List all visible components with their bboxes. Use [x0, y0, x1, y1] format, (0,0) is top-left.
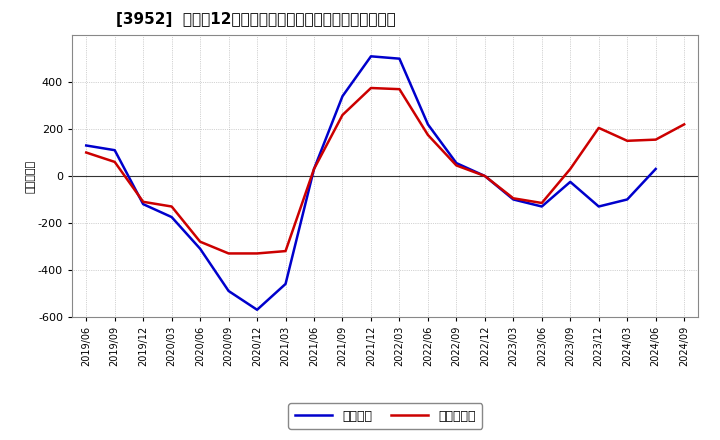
当期純利益	[338, 112, 347, 117]
当期純利益	[139, 199, 148, 205]
経常利益	[310, 166, 318, 172]
経常利益	[509, 197, 518, 202]
経常利益	[395, 56, 404, 61]
経常利益	[452, 161, 461, 166]
経常利益	[366, 54, 375, 59]
経常利益	[566, 179, 575, 184]
当期純利益	[110, 159, 119, 165]
当期純利益	[395, 87, 404, 92]
当期純利益	[253, 251, 261, 256]
Line: 当期純利益: 当期純利益	[86, 88, 684, 253]
当期純利益	[196, 239, 204, 244]
当期純利益	[225, 251, 233, 256]
経常利益	[139, 202, 148, 207]
当期純利益	[167, 204, 176, 209]
当期純利益	[310, 166, 318, 172]
当期純利益	[452, 163, 461, 168]
当期純利益	[423, 132, 432, 138]
Y-axis label: （百万円）: （百万円）	[25, 159, 35, 193]
当期純利益	[282, 249, 290, 254]
当期純利益	[509, 196, 518, 201]
経常利益	[82, 143, 91, 148]
当期純利益	[652, 137, 660, 142]
当期純利益	[566, 166, 575, 172]
経常利益	[225, 288, 233, 293]
経常利益	[595, 204, 603, 209]
当期純利益	[366, 85, 375, 91]
経常利益	[338, 94, 347, 99]
経常利益	[196, 246, 204, 251]
経常利益	[537, 204, 546, 209]
経常利益	[423, 122, 432, 127]
当期純利益	[537, 200, 546, 205]
経常利益	[167, 214, 176, 220]
Line: 経常利益: 経常利益	[86, 56, 656, 310]
Legend: 経常利益, 当期純利益: 経常利益, 当期純利益	[288, 403, 482, 429]
経常利益	[253, 307, 261, 312]
当期純利益	[623, 138, 631, 143]
経常利益	[623, 197, 631, 202]
当期純利益	[82, 150, 91, 155]
Text: [3952]  利益だ12か月移動合計の対前年同期増減額の推移: [3952] 利益だ12か月移動合計の対前年同期増減額の推移	[116, 12, 395, 27]
当期純利益	[595, 125, 603, 131]
経常利益	[282, 281, 290, 286]
当期純利益	[480, 173, 489, 179]
経常利益	[480, 173, 489, 179]
経常利益	[652, 166, 660, 172]
経常利益	[110, 147, 119, 153]
当期純利益	[680, 122, 688, 127]
